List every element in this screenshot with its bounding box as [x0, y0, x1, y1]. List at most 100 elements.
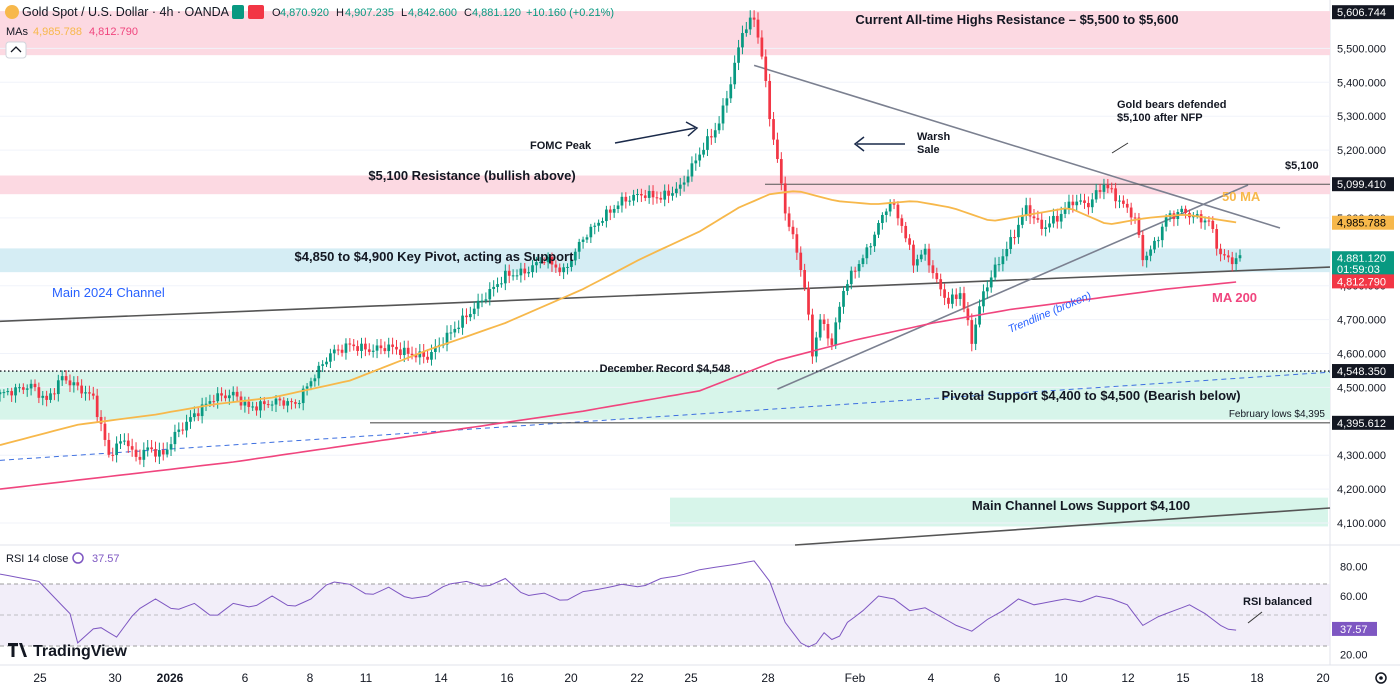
rsi-line — [0, 560, 1237, 648]
candle-body — [997, 264, 1001, 266]
candle-body — [698, 154, 702, 161]
candle-body — [29, 383, 33, 389]
candle-body — [702, 149, 705, 155]
price-label-tag — [1332, 364, 1394, 379]
fomc-label: FOMC Peak — [530, 140, 592, 152]
candle-body — [161, 450, 165, 455]
tradingview-logo[interactable]: TradingView — [8, 643, 128, 660]
candles-layer — [0, 10, 1242, 468]
price-label-tag — [1332, 251, 1394, 266]
date-tick-label: 18 — [1250, 671, 1264, 685]
date-tick-label: 22 — [630, 671, 644, 685]
refresh-icon[interactable] — [72, 552, 84, 564]
candle-body — [317, 365, 321, 379]
green-flag-icon[interactable] — [232, 5, 244, 19]
candle-body — [935, 273, 939, 280]
candle-body — [49, 393, 52, 400]
candle-body — [2, 392, 6, 394]
mas-label[interactable]: MAs — [6, 26, 29, 38]
candle-body — [192, 413, 196, 418]
candle-body — [1223, 254, 1226, 256]
candle-body — [733, 62, 737, 85]
candle-body — [1040, 219, 1044, 229]
candle-body — [1020, 215, 1024, 225]
time-axis[interactable]: 25 30 2026 6 8 11 14 16 20 22 25 28 Feb 4 6 10 12 15 18 20 — [33, 671, 1330, 685]
rsi-value-tag — [1332, 621, 1377, 636]
candle-body — [989, 277, 993, 288]
candle-body — [616, 205, 620, 209]
candle-body — [395, 346, 398, 350]
candle-body — [367, 349, 371, 352]
candle-body — [399, 349, 402, 356]
candle-body — [60, 376, 64, 381]
candle-body — [1219, 248, 1222, 255]
price-tick-label: 4,600.000 — [1337, 349, 1386, 361]
settings-gear-icon[interactable] — [1375, 672, 1387, 684]
candle-body — [523, 268, 527, 274]
candle-body — [807, 287, 810, 315]
zone-0 — [0, 11, 1330, 56]
rsi-balanced-arrow — [1247, 611, 1263, 624]
candle-body — [224, 395, 227, 399]
candle-body — [313, 378, 317, 382]
date-tick-label: 15 — [1176, 671, 1190, 685]
candle-body — [1067, 201, 1071, 210]
channel-lower-line — [794, 507, 1331, 546]
candle-body — [1087, 202, 1090, 208]
candle-body — [270, 404, 274, 406]
trend-line-1 — [0, 371, 1331, 461]
rsi-title[interactable]: RSI 14 close — [6, 553, 68, 565]
candle-body — [1238, 255, 1242, 259]
candle-body — [294, 402, 297, 404]
candle-body — [251, 406, 255, 408]
red-flag-icon[interactable] — [248, 5, 264, 19]
candle-body — [628, 200, 632, 202]
date-tick-label: 20 — [564, 671, 578, 685]
candle-body — [888, 202, 892, 212]
candle-body — [1028, 205, 1032, 217]
candle-body — [301, 388, 305, 404]
rsi-balanced-label: RSI balanced — [1243, 596, 1312, 608]
candle-body — [107, 439, 111, 455]
price-axis[interactable]: 5,500.000 5,400.000 5,300.000 5,200.000 4,70… — [1332, 5, 1394, 662]
gold-symbol-icon[interactable] — [5, 5, 19, 19]
candle-body — [1164, 217, 1168, 227]
candle-body — [822, 319, 826, 324]
ma50-header-value: 4,985.788 — [33, 26, 82, 38]
symbol-title[interactable]: Gold Spot / U.S. Dollar · 4h · OANDA — [22, 5, 230, 19]
candle-body — [853, 270, 857, 272]
candle-body — [916, 259, 919, 266]
candle-body — [1009, 237, 1013, 249]
candle-body — [865, 247, 869, 259]
date-tick-label: Feb — [845, 671, 866, 685]
candle-body — [632, 194, 635, 201]
date-tick-label: 25 — [33, 671, 47, 685]
candle-body — [566, 266, 569, 268]
ohlc-change: +10.160 (+0.21%) — [526, 7, 614, 19]
candle-body — [282, 400, 286, 406]
candle-body — [154, 449, 157, 457]
ma200-label: MA 200 — [1212, 290, 1257, 305]
ma50-label: 50 MA — [1222, 189, 1261, 204]
candle-body — [818, 319, 822, 338]
candle-body — [262, 401, 266, 405]
candle-body — [243, 401, 247, 406]
candle-body — [212, 401, 216, 403]
candle-body — [706, 136, 709, 150]
candle-body — [655, 197, 659, 199]
candle-body — [531, 265, 534, 273]
price-pane[interactable] — [0, 0, 1330, 545]
candle-body — [962, 293, 966, 309]
candle-body — [247, 401, 251, 407]
collapse-button[interactable] — [5, 41, 27, 59]
price-tick-label: 4,300.000 — [1337, 450, 1386, 462]
candle-body — [138, 456, 142, 460]
candle-body — [737, 47, 740, 63]
candle-body — [838, 306, 841, 323]
candle-body — [445, 332, 449, 345]
candle-body — [371, 350, 375, 352]
candle-body — [682, 182, 686, 185]
candle-body — [1090, 199, 1094, 208]
date-tick-label: 30 — [108, 671, 122, 685]
candle-body — [861, 258, 865, 265]
